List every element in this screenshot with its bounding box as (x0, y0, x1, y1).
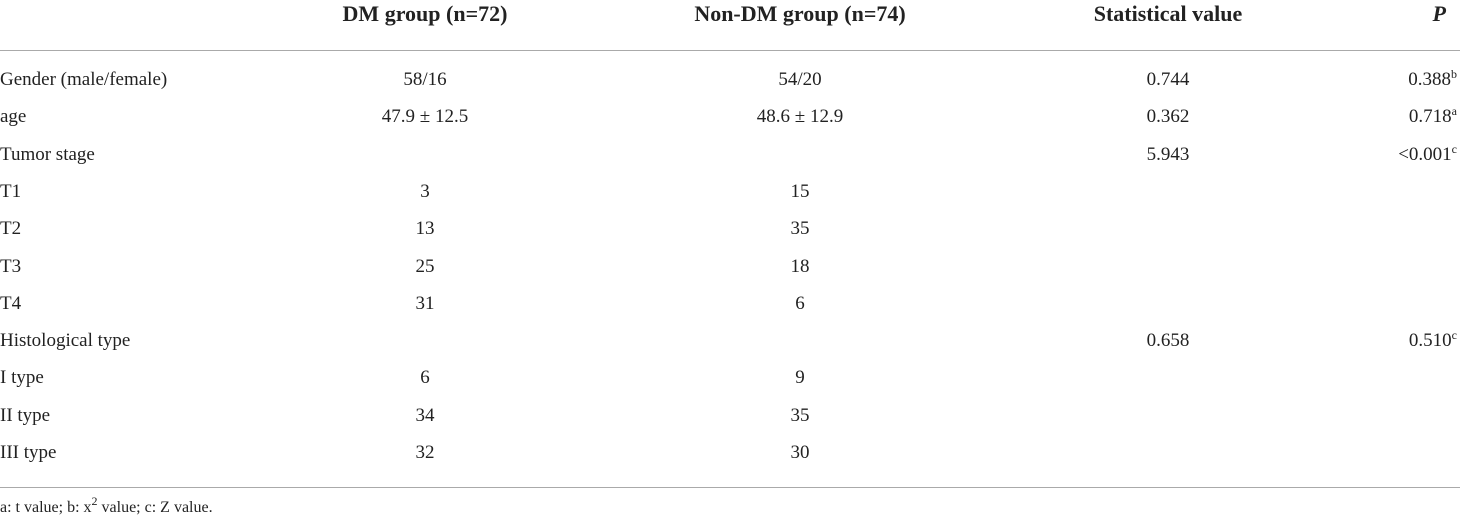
footnote-text: value; c: Z value. (97, 499, 213, 516)
p-value: 0.510c (1409, 329, 1457, 353)
row-label: Histological type (0, 330, 131, 352)
row-label: age (0, 106, 27, 128)
cell-value: 35 (790, 404, 810, 426)
cell-value: 25 (415, 255, 435, 277)
cell-value: 6 (420, 367, 430, 389)
row-label: III type (0, 442, 57, 463)
cell-value: 34 (415, 404, 435, 426)
row-label: Gender (male/female) (0, 69, 168, 90)
cell-value: 32 (415, 442, 435, 463)
p-value: <0.001c (1398, 143, 1457, 167)
footnote-mark: c (1451, 141, 1457, 156)
cell-value: 0.362 (1146, 106, 1190, 128)
cell-value: 54/20 (778, 69, 822, 90)
footnote: a: t value; b: x2 value; c: Z value. (0, 495, 213, 518)
footnote-mark: c (1451, 328, 1457, 343)
footnote-mark: a (1451, 104, 1457, 119)
cell-value: 35 (790, 218, 810, 240)
row-label: T2 (0, 218, 22, 240)
row-label: T3 (0, 255, 22, 277)
column-header: Statistical value (1093, 1, 1243, 26)
superscript: 2 (91, 494, 98, 508)
row-label: Tumor stage (0, 143, 95, 165)
cell-value: 47.9 ± 12.5 (381, 106, 469, 128)
column-header: P (1432, 1, 1446, 26)
cell-value: 48.6 ± 12.9 (756, 106, 844, 128)
value-text: <0.001 (1398, 143, 1452, 165)
cell-value: 9 (795, 367, 805, 389)
row-label: I type (0, 367, 44, 389)
row-label: T1 (0, 180, 22, 202)
row-label: T4 (0, 292, 22, 314)
cell-value: 31 (415, 292, 435, 314)
value-text: 0.718 (1408, 106, 1452, 128)
value-text: 0.388 (1408, 69, 1451, 90)
cell-value: 0.658 (1146, 330, 1190, 352)
cell-value: 58/16 (403, 69, 447, 90)
cell-value: 30 (790, 442, 810, 463)
cell-value: 5.943 (1146, 143, 1190, 165)
cell-value: 3 (420, 180, 430, 202)
cell-value: 15 (790, 180, 810, 202)
footnote-mark: b (1451, 67, 1457, 81)
cell-value: 18 (790, 255, 810, 277)
value-text: 0.510 (1408, 330, 1452, 352)
column-header: Non-DM group (n=74) (694, 1, 906, 26)
p-value: 0.388b (1408, 68, 1457, 92)
cell-value: 13 (415, 218, 435, 240)
p-value: 0.718a (1409, 105, 1457, 129)
footnote-text: a: t value; b: x (0, 499, 92, 516)
bottom-rule (0, 487, 1460, 488)
column-header: DM group (n=72) (342, 1, 508, 26)
header-rule (0, 50, 1460, 51)
row-label: II type (0, 404, 51, 426)
cell-value: 0.744 (1146, 69, 1190, 90)
cell-value: 6 (795, 292, 805, 314)
